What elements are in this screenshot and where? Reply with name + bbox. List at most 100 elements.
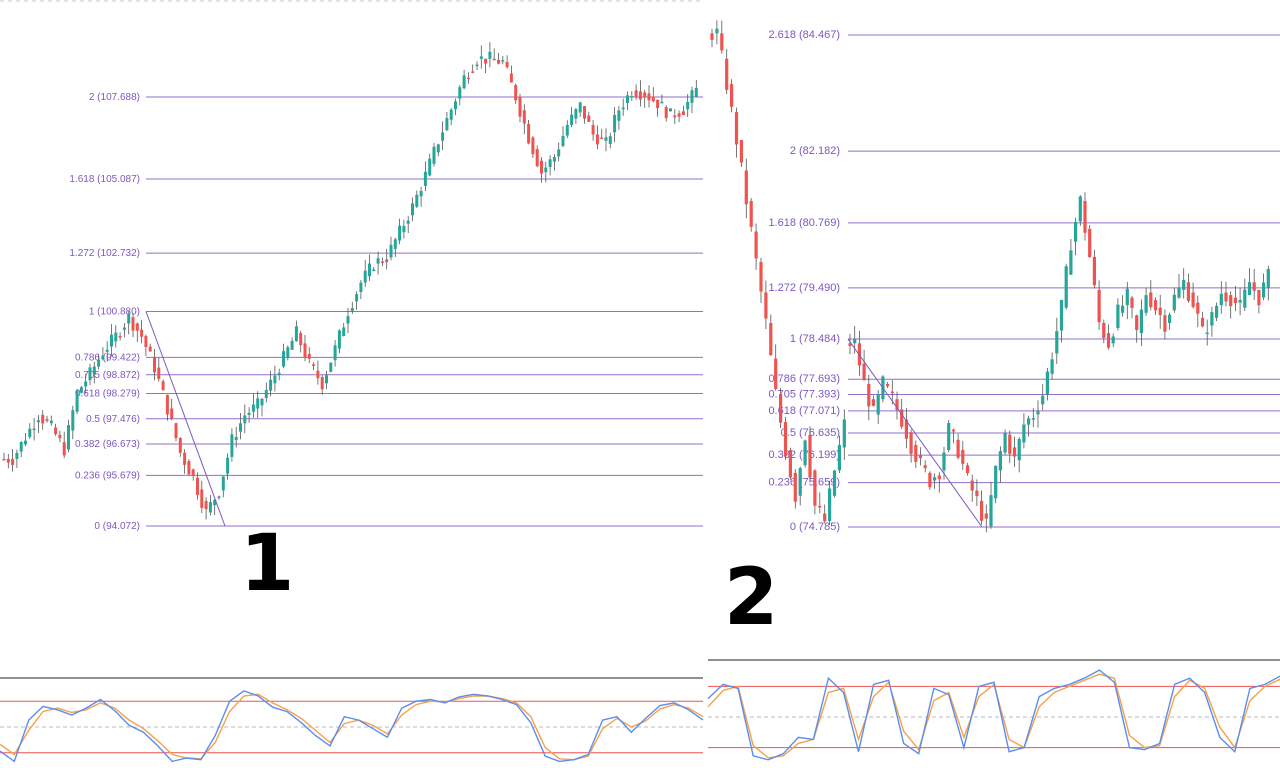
candle	[759, 261, 763, 292]
fib-level-label: 1.272 (79.490)	[768, 282, 840, 294]
candle	[1247, 282, 1252, 296]
candle	[110, 334, 113, 347]
candle	[832, 470, 837, 496]
candle	[368, 263, 371, 277]
fib-level-label: 0.382 (96.673)	[75, 439, 140, 450]
candle	[686, 102, 690, 110]
fib-level-label: 1 (100.880)	[89, 307, 140, 318]
candle	[522, 110, 526, 124]
candle	[1257, 289, 1261, 306]
candle	[75, 390, 79, 412]
candle	[1243, 289, 1247, 308]
fib-level-label: 0.236 (95.679)	[75, 470, 140, 481]
candle	[933, 477, 937, 481]
candle	[2, 458, 6, 461]
candlestick-chart-2: 2.618 (84.467) 2 (82.182) 1.618 (80.769) 1.…	[710, 20, 1280, 533]
candle	[290, 340, 294, 350]
candle	[11, 458, 15, 465]
candle	[359, 282, 363, 292]
candle	[505, 61, 509, 68]
candle	[187, 461, 191, 475]
candle	[531, 137, 535, 155]
candle	[651, 96, 655, 102]
candle	[28, 428, 32, 437]
candle	[900, 409, 904, 427]
candle	[234, 437, 238, 441]
candle	[886, 383, 890, 387]
candle	[1144, 295, 1148, 313]
candle	[694, 87, 698, 97]
candle	[1121, 305, 1125, 313]
candle	[734, 112, 739, 145]
candle	[604, 137, 608, 141]
candle	[1111, 336, 1115, 344]
candle	[965, 465, 970, 474]
fib-level-label: 2 (82.182)	[790, 145, 840, 157]
candle	[895, 399, 899, 410]
candle	[548, 159, 552, 167]
candle	[105, 349, 109, 352]
candle	[923, 465, 927, 469]
fib-level-label: 0.618 (98.279)	[75, 388, 140, 399]
stochastic-oscillator-1	[0, 677, 704, 763]
candle	[286, 347, 290, 359]
candle	[97, 359, 101, 367]
fib-swing-line	[847, 338, 983, 528]
candle	[1266, 268, 1270, 288]
candle	[32, 428, 36, 431]
candle	[294, 326, 298, 342]
candle	[980, 500, 984, 521]
candle	[471, 71, 475, 73]
candle	[299, 332, 303, 346]
candle	[1069, 250, 1073, 275]
candle	[501, 60, 505, 62]
candle	[445, 118, 449, 131]
candle	[1130, 297, 1134, 308]
candle	[613, 115, 617, 133]
candle	[221, 476, 225, 491]
candle	[535, 149, 539, 167]
candle	[947, 423, 951, 451]
candle	[355, 294, 359, 302]
candle	[1083, 201, 1087, 233]
fib-level-label: 1.618 (80.769)	[768, 217, 840, 229]
candle	[928, 472, 932, 488]
stochastic-d-line	[0, 693, 704, 761]
candle	[1158, 307, 1162, 316]
candle	[1196, 302, 1200, 314]
candle	[389, 244, 393, 258]
fib-level-label: 0.705 (77.393)	[768, 388, 840, 400]
candle	[337, 330, 341, 349]
candle	[914, 444, 918, 462]
candle	[449, 109, 453, 120]
candle	[583, 106, 586, 119]
candle	[161, 381, 165, 391]
candle	[1205, 332, 1209, 335]
candle	[479, 56, 483, 59]
candle	[867, 383, 871, 407]
candle	[876, 394, 880, 415]
candle	[114, 332, 118, 342]
candle	[385, 259, 389, 263]
candle	[191, 469, 195, 477]
candle	[393, 239, 397, 249]
candle	[643, 92, 647, 98]
candle	[1050, 359, 1054, 374]
stochastic-k-line	[707, 669, 1280, 761]
candle	[462, 75, 466, 89]
candle	[183, 452, 187, 465]
candle	[808, 434, 812, 478]
stochastic-oscillator-2	[707, 659, 1280, 761]
candle	[307, 353, 311, 359]
candle	[909, 432, 913, 454]
candle	[122, 327, 126, 330]
candle	[788, 450, 792, 478]
candle	[647, 93, 651, 101]
candle	[998, 451, 1002, 471]
candle	[204, 500, 208, 510]
candle	[131, 317, 135, 331]
candle	[690, 90, 694, 103]
candle	[783, 422, 788, 457]
candle	[1003, 433, 1007, 453]
candle	[1059, 300, 1064, 331]
